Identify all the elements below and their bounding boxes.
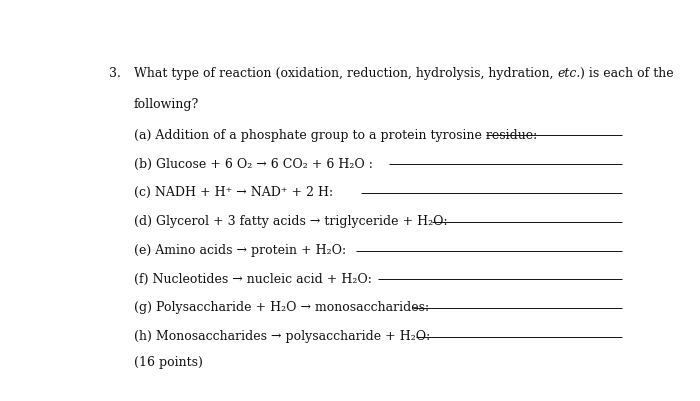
Text: (h) Monosaccharides → polysaccharide + H₂O:: (h) Monosaccharides → polysaccharide + H… — [134, 329, 430, 342]
Text: (b) Glucose + 6 O₂ → 6 CO₂ + 6 H₂O :: (b) Glucose + 6 O₂ → 6 CO₂ + 6 H₂O : — [134, 157, 372, 170]
Text: ) is each of the: ) is each of the — [580, 67, 674, 80]
Text: following?: following? — [134, 97, 199, 111]
Text: (f) Nucleotides → nucleic acid + H₂O:: (f) Nucleotides → nucleic acid + H₂O: — [134, 272, 372, 285]
Text: etc.: etc. — [557, 67, 580, 80]
Text: (g) Polysaccharide + H₂O → monosaccharides:: (g) Polysaccharide + H₂O → monosaccharid… — [134, 301, 428, 314]
Text: (16 points): (16 points) — [134, 355, 202, 368]
Text: (a) Addition of a phosphate group to a protein tyrosine residue:: (a) Addition of a phosphate group to a p… — [134, 128, 537, 142]
Text: (c) NADH + H⁺ → NAD⁺ + 2 H:: (c) NADH + H⁺ → NAD⁺ + 2 H: — [134, 186, 332, 199]
Text: (d) Glycerol + 3 fatty acids → triglyceride + H₂O:: (d) Glycerol + 3 fatty acids → triglycer… — [134, 215, 447, 227]
Text: What type of reaction (oxidation, reduction, hydrolysis, hydration,: What type of reaction (oxidation, reduct… — [134, 67, 557, 80]
Text: 3.: 3. — [109, 67, 121, 80]
Text: (e) Amino acids → protein + H₂O:: (e) Amino acids → protein + H₂O: — [134, 243, 346, 256]
